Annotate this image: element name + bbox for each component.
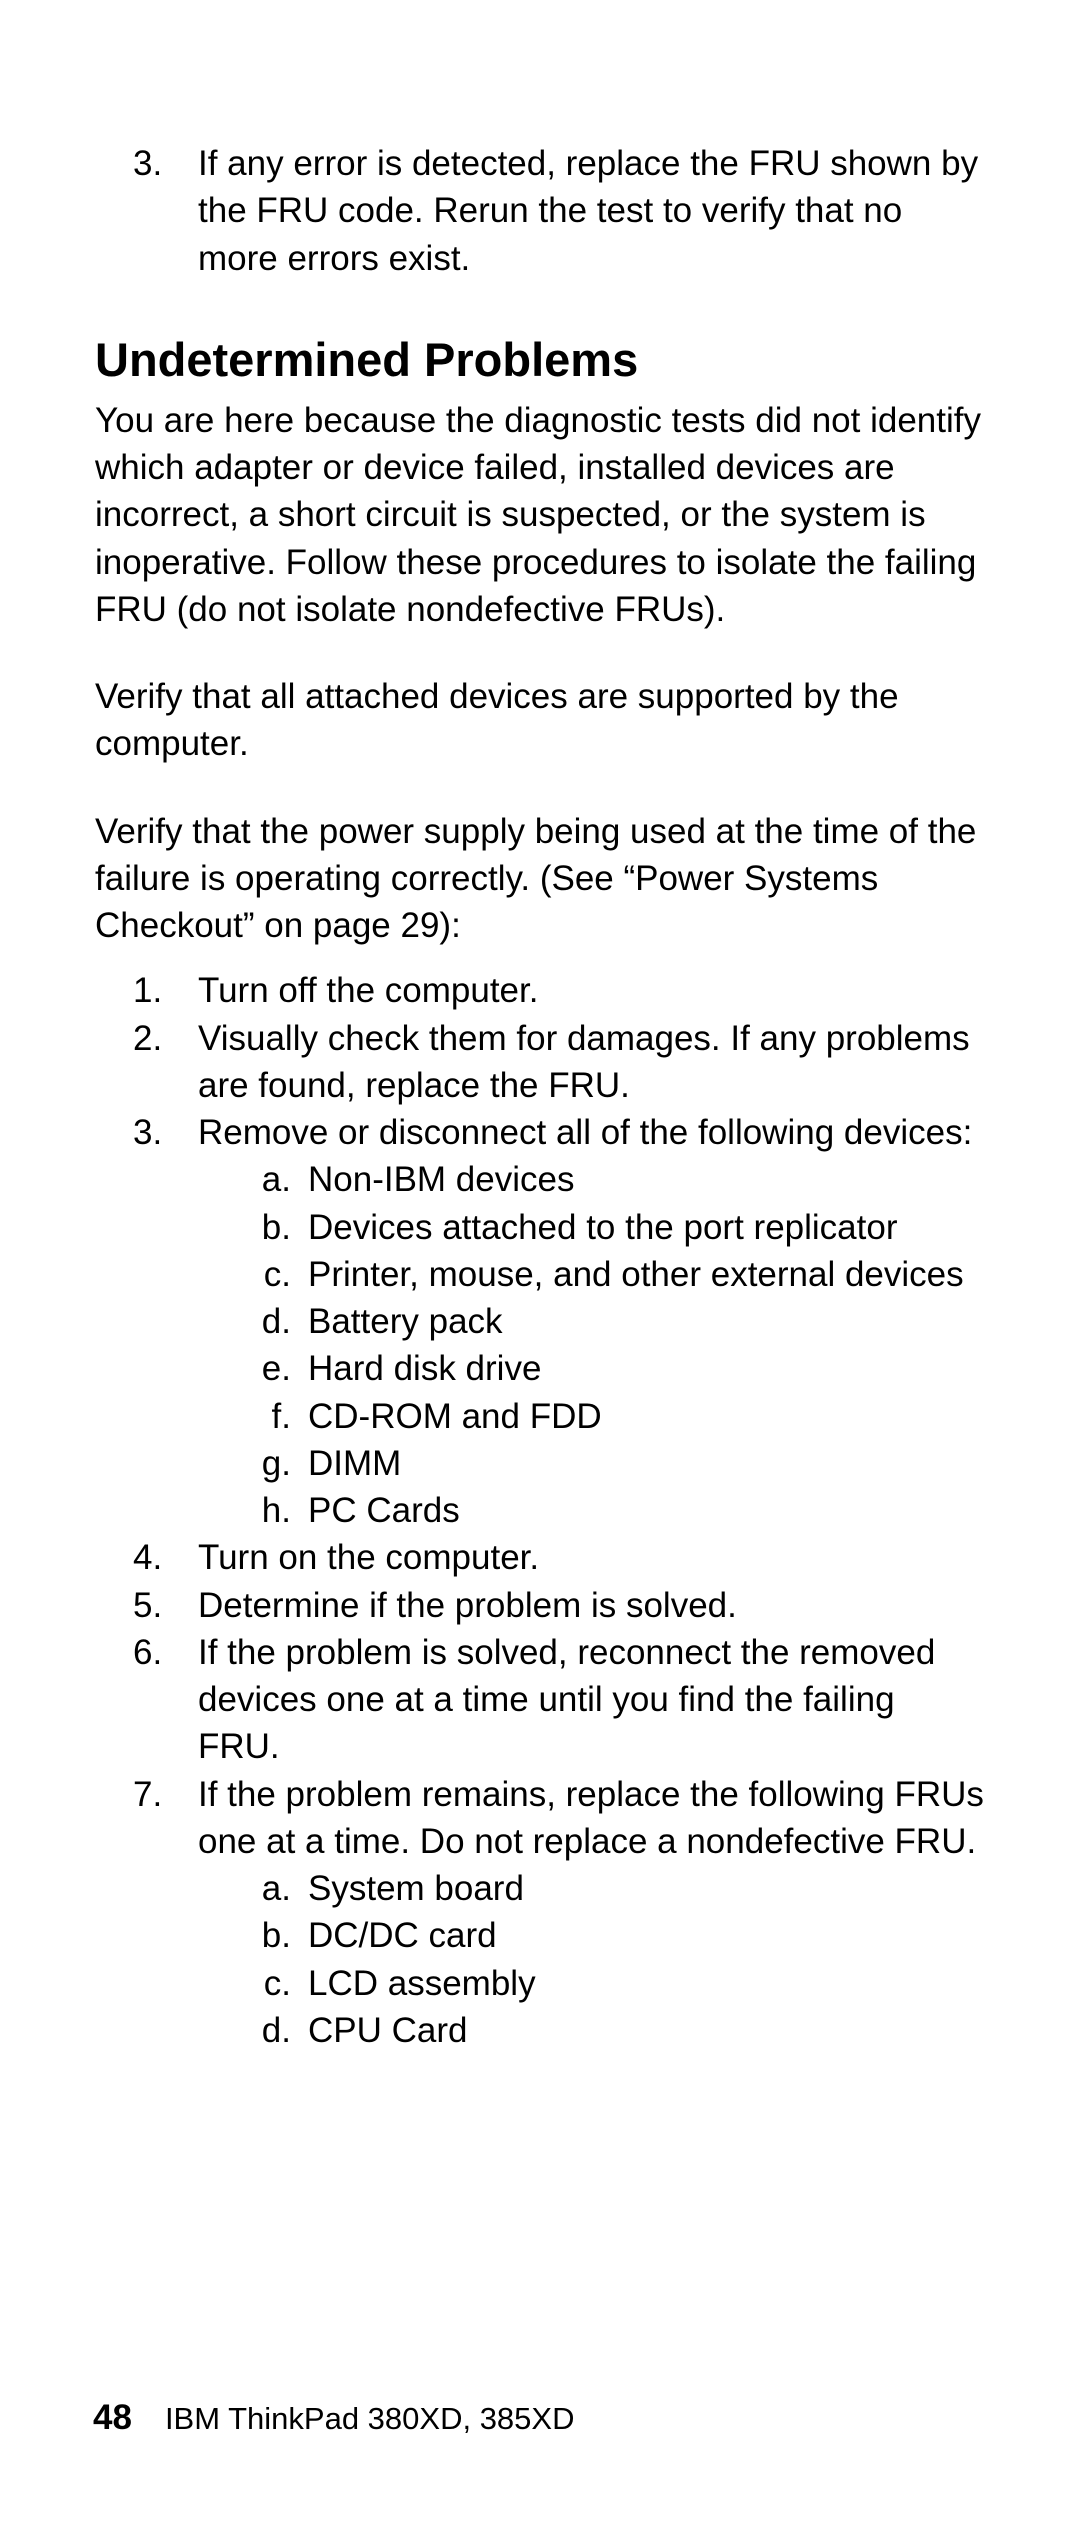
list-content: Remove or disconnect all of the followin…	[198, 1109, 985, 1534]
list-text: If the problem remains, replace the foll…	[198, 1771, 985, 1866]
sublist-text: CPU Card	[308, 2007, 467, 2054]
sublist-item: a.Non-IBM devices	[238, 1156, 985, 1203]
sublist-item: b.Devices attached to the port replicato…	[238, 1204, 985, 1251]
list-item: 4.Turn on the computer.	[133, 1534, 985, 1581]
sublist-item: d.Battery pack	[238, 1298, 985, 1345]
list-marker: 3.	[133, 1109, 198, 1534]
list-item: 7.If the problem remains, replace the fo…	[133, 1771, 985, 2055]
sublist-item: e.Hard disk drive	[238, 1345, 985, 1392]
list-content: If the problem remains, replace the foll…	[198, 1771, 985, 2055]
paragraph: You are here because the diagnostic test…	[95, 397, 985, 633]
sublist-text: LCD assembly	[308, 1960, 536, 2007]
sublist-marker: a.	[238, 1156, 308, 1203]
sublist-text: DC/DC card	[308, 1912, 497, 1959]
paragraph: Verify that all attached devices are sup…	[95, 673, 985, 768]
sublist-text: Non-IBM devices	[308, 1156, 574, 1203]
sublist-text: System board	[308, 1865, 524, 1912]
sublist-text: DIMM	[308, 1440, 401, 1487]
list-marker: 6.	[133, 1629, 198, 1771]
sublist-item: h.PC Cards	[238, 1487, 985, 1534]
paragraph: Verify that the power supply being used …	[95, 808, 985, 950]
list-content: Determine if the problem is solved.	[198, 1582, 985, 1629]
sublist-text: Battery pack	[308, 1298, 503, 1345]
sublist-marker: a.	[238, 1865, 308, 1912]
list-text: If the problem is solved, reconnect the …	[198, 1629, 985, 1771]
page-number: 48	[93, 2398, 132, 2438]
sublist-marker: g.	[238, 1440, 308, 1487]
sublist-item: d.CPU Card	[238, 2007, 985, 2054]
list-marker: 2.	[133, 1015, 198, 1110]
list-marker: 4.	[133, 1534, 198, 1581]
list-item: 5.Determine if the problem is solved.	[133, 1582, 985, 1629]
sublist-marker: b.	[238, 1912, 308, 1959]
list-content: If the problem is solved, reconnect the …	[198, 1629, 985, 1771]
section-heading: Undetermined Problems	[95, 332, 985, 387]
sublist-item: a.System board	[238, 1865, 985, 1912]
list-item: 3.Remove or disconnect all of the follow…	[133, 1109, 985, 1534]
sublist-text: CD-ROM and FDD	[308, 1393, 602, 1440]
page-footer: 48 IBM ThinkPad 380XD, 385XD	[93, 2398, 574, 2438]
list-text: Turn on the computer.	[198, 1534, 985, 1581]
sublist-item: c.LCD assembly	[238, 1960, 985, 2007]
list-item: 6.If the problem is solved, reconnect th…	[133, 1629, 985, 1771]
list-item: 1.Turn off the computer.	[133, 967, 985, 1014]
list-marker: 5.	[133, 1582, 198, 1629]
list-text: If any error is detected, replace the FR…	[198, 140, 985, 282]
sublist-marker: e.	[238, 1345, 308, 1392]
sublist-item: c.Printer, mouse, and other external dev…	[238, 1251, 985, 1298]
sublist-marker: h.	[238, 1487, 308, 1534]
list-content: Turn on the computer.	[198, 1534, 985, 1581]
sublist-item: b.DC/DC card	[238, 1912, 985, 1959]
list-text: Turn off the computer.	[198, 967, 985, 1014]
list-marker: 1.	[133, 967, 198, 1014]
list-marker: 7.	[133, 1771, 198, 2055]
alpha-sublist: a.Non-IBM devicesb.Devices attached to t…	[238, 1156, 985, 1534]
sublist-marker: f.	[238, 1393, 308, 1440]
list-text: Determine if the problem is solved.	[198, 1582, 985, 1629]
list-text: Remove or disconnect all of the followin…	[198, 1109, 985, 1156]
sublist-marker: b.	[238, 1204, 308, 1251]
prior-list-continuation: 3. If any error is detected, replace the…	[133, 140, 985, 282]
sublist-item: g.DIMM	[238, 1440, 985, 1487]
sublist-text: Devices attached to the port replicator	[308, 1204, 897, 1251]
sublist-item: f.CD-ROM and FDD	[238, 1393, 985, 1440]
alpha-sublist: a.System boardb.DC/DC cardc.LCD assembly…	[238, 1865, 985, 2054]
list-text: Visually check them for damages. If any …	[198, 1015, 985, 1110]
list-marker: 3.	[133, 140, 198, 282]
sublist-text: Printer, mouse, and other external devic…	[308, 1251, 964, 1298]
list-content: Visually check them for damages. If any …	[198, 1015, 985, 1110]
sublist-text: PC Cards	[308, 1487, 460, 1534]
footer-title: IBM ThinkPad 380XD, 385XD	[165, 2401, 575, 2437]
ordered-steps-list: 1.Turn off the computer.2.Visually check…	[133, 967, 985, 2054]
sublist-marker: d.	[238, 2007, 308, 2054]
sublist-text: Hard disk drive	[308, 1345, 541, 1392]
sublist-marker: c.	[238, 1960, 308, 2007]
sublist-marker: c.	[238, 1251, 308, 1298]
list-content: Turn off the computer.	[198, 967, 985, 1014]
list-item: 2.Visually check them for damages. If an…	[133, 1015, 985, 1110]
sublist-marker: d.	[238, 1298, 308, 1345]
list-item: 3. If any error is detected, replace the…	[133, 140, 985, 282]
